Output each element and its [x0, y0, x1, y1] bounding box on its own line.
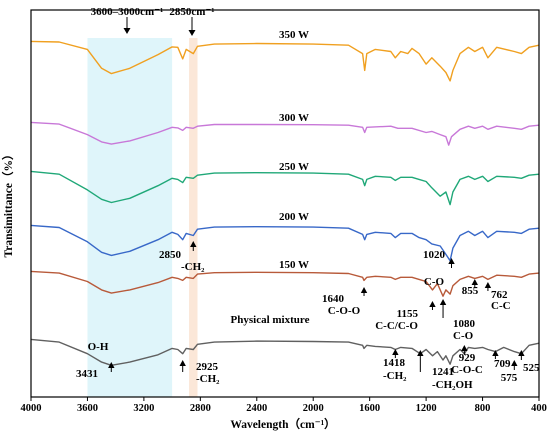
peak-arrow-head-5 [417, 350, 424, 356]
peak-arrow-head-9 [461, 345, 468, 351]
chart-axes [30, 9, 540, 398]
peak-arrow-head-2 [190, 241, 197, 247]
peak-annotation-4: 2850 [159, 249, 182, 261]
peak-annotation-9: -CH₂ [383, 370, 407, 382]
highlight-band-1 [189, 38, 198, 397]
peak-arrow-head-6 [429, 301, 436, 307]
x-tick-label-6: 1600 [359, 403, 380, 414]
x-axis-label: Wavelength（cm⁻¹） [230, 417, 335, 431]
peak-annotation-24: 575 [501, 372, 518, 384]
series-label-3: 200 W [279, 211, 309, 223]
peak-arrow-head-3 [360, 287, 368, 293]
band-arrow-head-0 [123, 28, 131, 34]
peak-annotation-6: 1640 [322, 293, 345, 305]
plot-frame [30, 9, 540, 398]
peak-annotation-20: 855 [462, 285, 479, 297]
peak-arrow-head-8 [448, 258, 455, 264]
peak-arrow-head-13 [511, 360, 518, 366]
x-tick-label-7: 1200 [416, 403, 437, 414]
x-tick-label-2: 3200 [133, 403, 154, 414]
x-tick-label-8: 800 [475, 403, 491, 414]
peak-annotation-22: C-C [491, 300, 511, 312]
peak-arrow-head-11 [484, 282, 492, 288]
peak-arrow-head-7 [439, 299, 447, 305]
peak-annotation-13: C-C/C-O [375, 320, 418, 332]
band-labels: 3600–3000cm⁻¹ 2850cm⁻¹ [91, 6, 215, 36]
peak-annotation-21: 762 [491, 289, 508, 301]
peak-annotation-0: 3431 [76, 368, 98, 380]
band-arrow-head-1 [188, 30, 196, 36]
peak-annotation-8: 1418 [383, 357, 406, 369]
peak-annotation-10: 1241 [432, 366, 454, 378]
x-tick-label-3: 2800 [190, 403, 211, 414]
peak-annotation-7: C-O-O [328, 305, 361, 317]
band-label-0: 3600–3000cm⁻¹ [91, 6, 164, 18]
peak-arrow-head-0 [108, 362, 115, 368]
band-label-1: 2850cm⁻¹ [169, 6, 214, 18]
highlight-band-0 [87, 38, 173, 397]
series-line-1 [30, 121, 540, 146]
x-tick-label-5: 2000 [303, 403, 324, 414]
peak-annotation-12: 1155 [397, 308, 419, 320]
peak-annotation-23: 709 [494, 358, 511, 370]
peak-arrow-head-10 [471, 279, 478, 285]
y-axis-label: Transimittance（%） [1, 148, 15, 257]
peak-annotation-16: 1020 [423, 249, 446, 261]
peak-annotation-19: C-O-C [451, 364, 483, 376]
peak-annotation-15: C-O [453, 330, 474, 342]
peak-annotations: 3431O-H2925-CH₂2850-CH₂1640C-O-O1418-CH₂… [76, 241, 540, 391]
peak-annotation-1: O-H [88, 341, 109, 353]
peak-arrow-head-14 [518, 350, 525, 356]
x-tick-label-0: 4000 [21, 403, 42, 414]
x-tick-label-9: 400 [531, 403, 547, 414]
peak-annotation-5: -CH₂ [181, 261, 205, 273]
series-label-4: 150 W [279, 259, 309, 271]
series-line-0 [30, 40, 540, 82]
series-line-2 [30, 170, 540, 206]
peak-arrow-head-4 [392, 349, 399, 355]
peak-annotation-11: -CH₂OH [432, 379, 473, 391]
x-tick-label-4: 2400 [246, 403, 267, 414]
peak-arrow-head-12 [492, 350, 499, 356]
series-label-2: 250 W [279, 161, 309, 173]
peak-annotation-14: 1080 [453, 318, 476, 330]
peak-annotation-17: C-O [424, 276, 445, 288]
x-axis-ticks: 4000 3600 3200 2800 2400 2000 1600 1200 800 400 [21, 397, 547, 414]
peak-annotation-3: -CH₂ [196, 373, 220, 385]
peak-annotation-18: 929 [459, 352, 476, 364]
peak-annotation-2: 2925 [196, 361, 219, 373]
series-label-0: 350 W [279, 29, 309, 41]
series-line-4 [30, 270, 540, 297]
peak-arrow-head-1 [179, 360, 186, 366]
x-tick-label-1: 3600 [77, 403, 98, 414]
series-labels: 350 W 300 W 250 W 200 W 150 W Physical mixtur… [231, 29, 310, 326]
peak-annotation-25: 525 [523, 362, 540, 374]
series-label-5: Physical mixture [231, 314, 310, 326]
highlight-bands [87, 38, 198, 397]
series-label-1: 300 W [279, 112, 309, 124]
series-line-3 [30, 224, 540, 262]
